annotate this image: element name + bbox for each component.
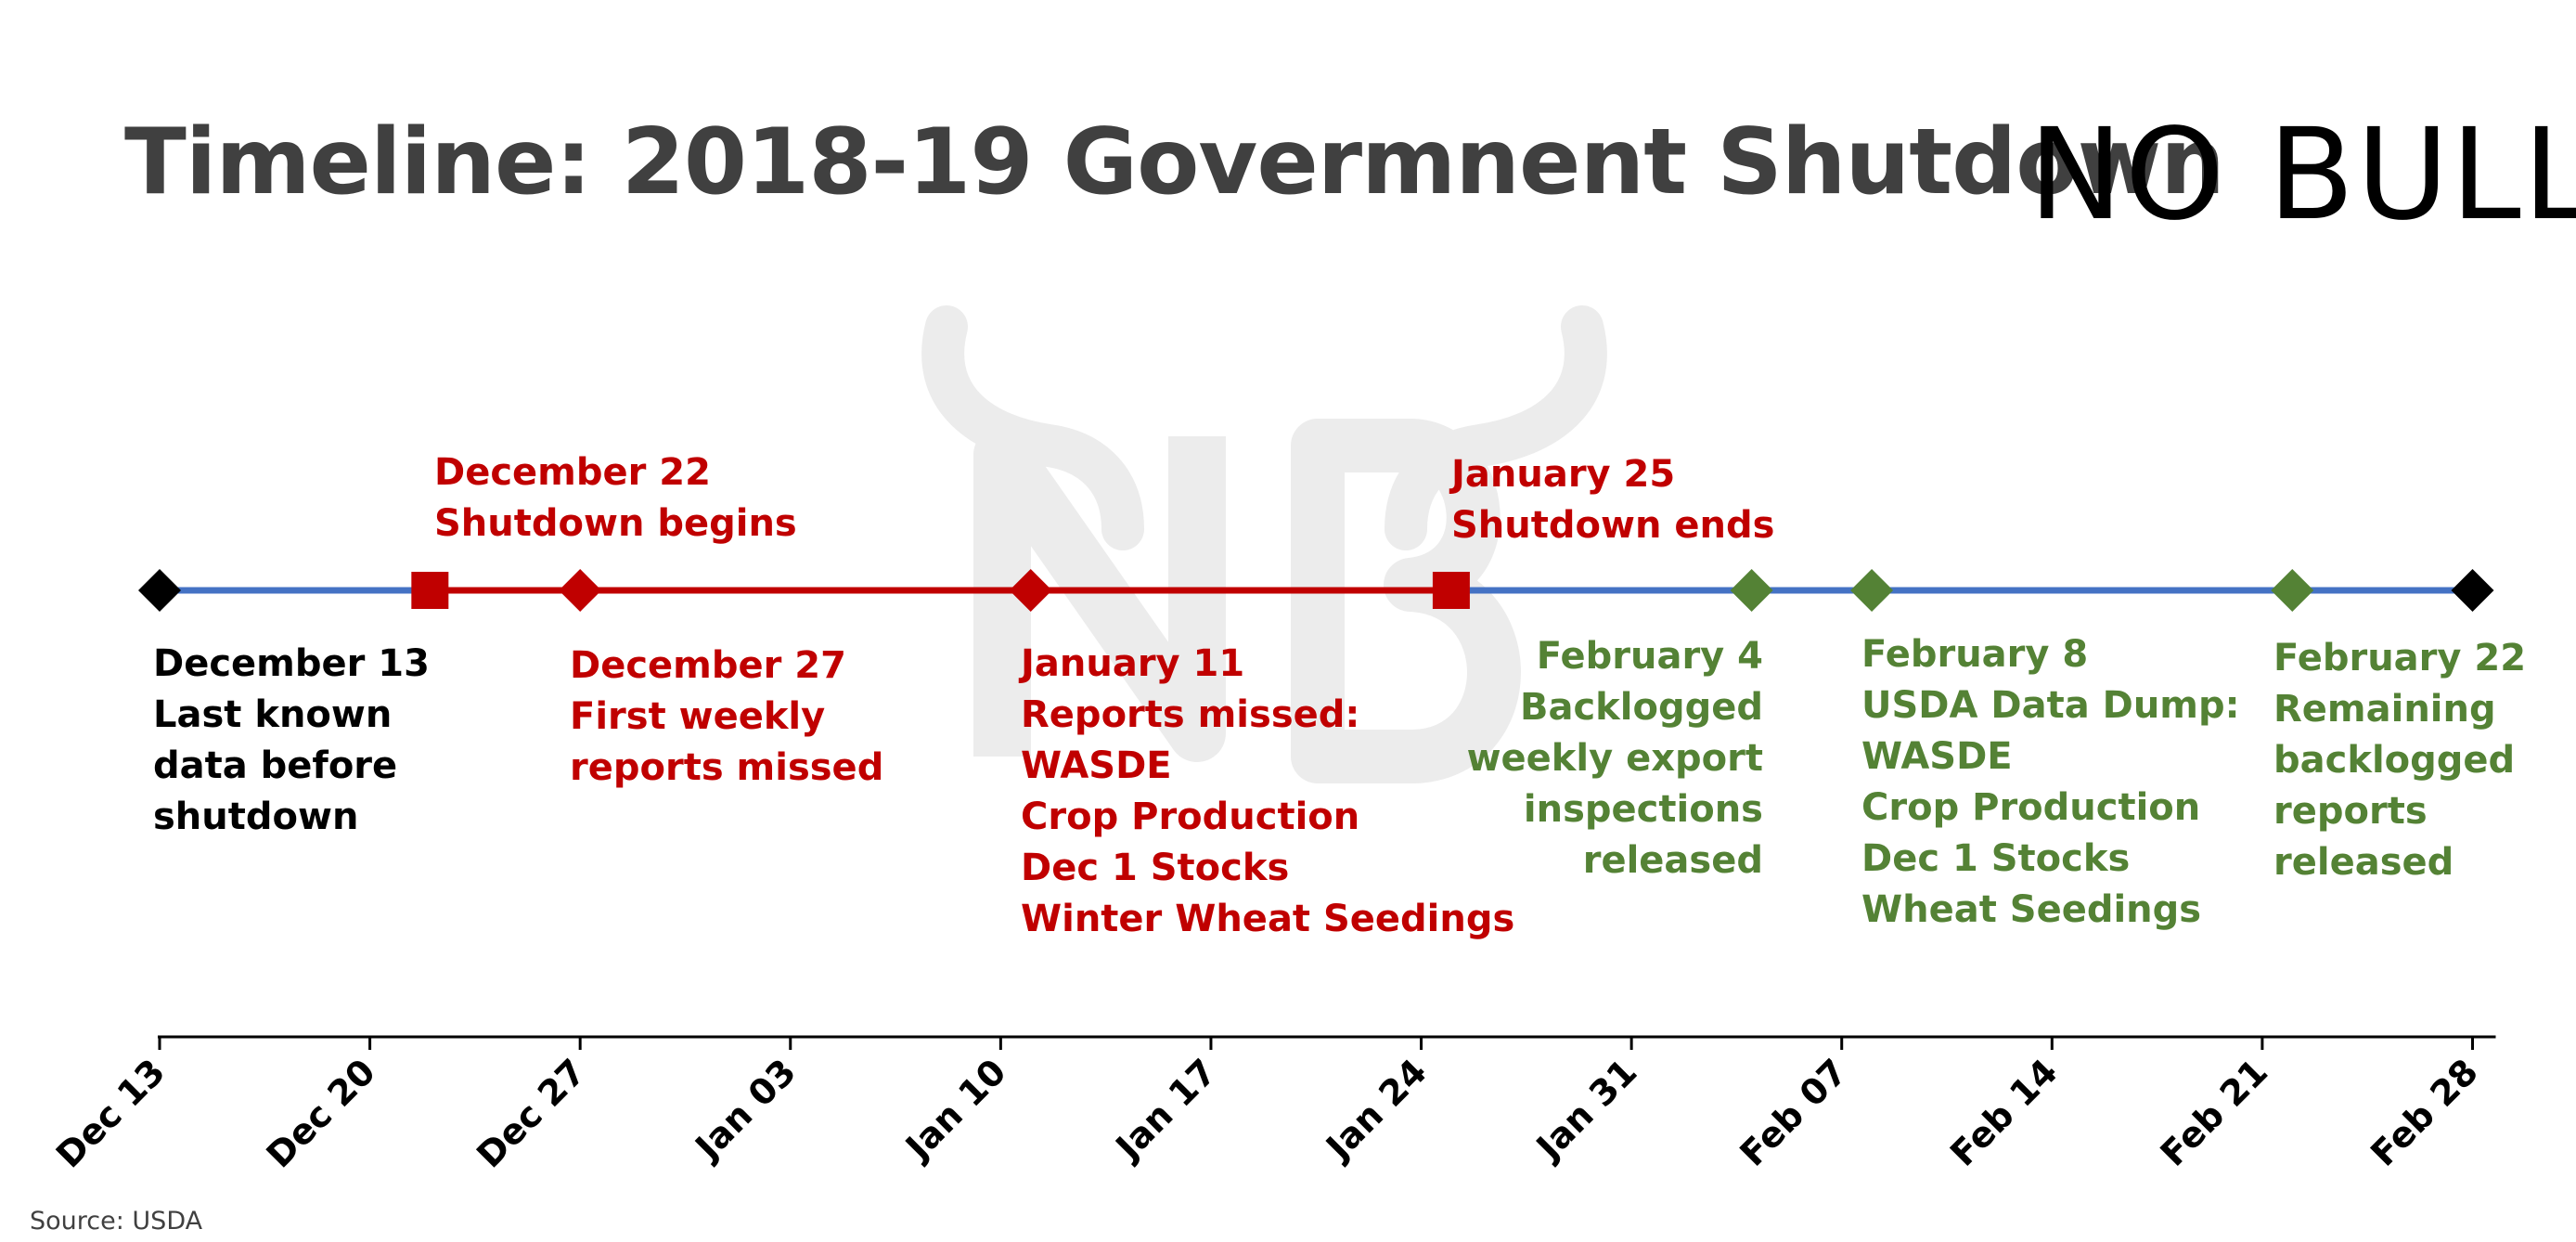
event-description-line: Shutdown begins: [434, 502, 797, 545]
event-description-line: Reports missed:: [1021, 693, 1360, 736]
watermark-horn-left: [921, 305, 1144, 550]
event-label: February 4 Backlogged weekly export inspect…: [1206, 631, 1763, 886]
axis-tick-label: Dec 20: [259, 1051, 383, 1175]
event-label: February 22 Remaining backlogged reports rel…: [2273, 633, 2526, 888]
event-description-line: First weekly: [570, 695, 826, 738]
event-description-line: Crop Production: [1861, 786, 2201, 829]
event-description-line: USDA Data Dump:: [1861, 684, 2240, 727]
axis-tick-label: Dec 13: [48, 1051, 173, 1175]
event-date: December 27: [570, 644, 846, 687]
axis-tick-label: Jan 31: [1526, 1051, 1644, 1169]
event-description-line: Shutdown ends: [1451, 504, 1775, 547]
watermark-letter-b: [1291, 419, 1521, 783]
axis-tick-label: Jan 10: [895, 1051, 1013, 1169]
event-description-line: Winter Wheat Seedings: [1021, 898, 1515, 940]
page-title: Timeline: 2018-19 Govermnent Shutdown: [124, 110, 2225, 215]
axis-tick-label: Feb 07: [1732, 1051, 1855, 1174]
diamond-marker: [2271, 569, 2314, 612]
square-marker: [411, 572, 449, 609]
event-description-line: reports missed: [570, 746, 884, 789]
event-date: February 4: [1536, 635, 1763, 678]
date-axis: Dec 13 Dec 20 Dec 27 Jan 03 Jan 10 Jan 17 Jan …: [48, 1035, 2496, 1176]
event-markers: [138, 569, 2494, 612]
event-description-line: Dec 1 Stocks: [1861, 837, 2131, 880]
event-description-line: weekly export: [1466, 737, 1763, 780]
axis-tick-label: Dec 27: [469, 1051, 593, 1175]
axis-tick-label: Feb 28: [2363, 1051, 2486, 1174]
event-date: December 13: [153, 642, 430, 685]
event-description-line: released: [2273, 841, 2454, 884]
square-marker: [1432, 572, 1470, 609]
event-description-line: Dec 1 Stocks: [1021, 847, 1290, 889]
watermark-logo: [921, 305, 1607, 783]
event-description-line: backlogged: [2273, 739, 2516, 782]
watermark-letter-n: [973, 426, 1226, 762]
event-label: December 27 First weekly reports missed: [570, 640, 883, 794]
event-label: January 11 Reports missed: WASDE Crop Produ…: [1021, 639, 1514, 945]
event-date: January 25: [1451, 453, 1676, 496]
diamond-marker: [1009, 569, 1052, 612]
event-label: January 25 Shutdown ends: [1451, 449, 1774, 551]
event-description-line: data before: [153, 744, 398, 787]
diamond-marker: [138, 569, 181, 612]
event-description-line: Backlogged: [1519, 686, 1763, 729]
event-label: December 22 Shutdown begins: [434, 447, 797, 550]
event-description-line: Remaining: [2273, 688, 2496, 731]
event-date: January 11: [1021, 642, 1245, 685]
event-date: February 8: [1861, 633, 2089, 676]
event-label: February 8 USDA Data Dump: WASDE Crop Produ…: [1861, 629, 2240, 936]
watermark-horn-right: [1385, 305, 1607, 550]
diamond-marker: [1730, 569, 1773, 612]
diamond-marker: [2451, 569, 2494, 612]
event-description-line: shutdown: [153, 796, 359, 838]
diamond-marker: [559, 569, 602, 612]
event-description-line: Wheat Seedings: [1861, 888, 2202, 931]
axis-tick-label: Jan 03: [686, 1051, 804, 1169]
axis-tick-label: Jan 17: [1106, 1051, 1224, 1169]
logo-wordmark: NO BULL: [2029, 102, 2576, 249]
event-date: December 22: [434, 451, 711, 494]
diamond-marker: [1850, 569, 1894, 612]
axis-tick-label: Jan 24: [1317, 1051, 1435, 1169]
axis-tick-label: Feb 14: [1942, 1051, 2066, 1174]
event-description-line: released: [1582, 839, 1763, 882]
axis-tick-label: Feb 21: [2153, 1051, 2276, 1174]
event-label: December 13 Last known data before shutdown: [153, 639, 430, 843]
event-description-line: WASDE: [1861, 735, 2013, 778]
event-description-line: WASDE: [1021, 744, 1172, 787]
event-description-line: reports: [2273, 790, 2428, 833]
event-description-line: Crop Production: [1021, 796, 1360, 838]
event-date: February 22: [2273, 637, 2527, 679]
event-description-line: Last known: [153, 693, 393, 736]
source-note: Source: USDA: [30, 1207, 203, 1236]
event-description-line: inspections: [1523, 788, 1763, 831]
